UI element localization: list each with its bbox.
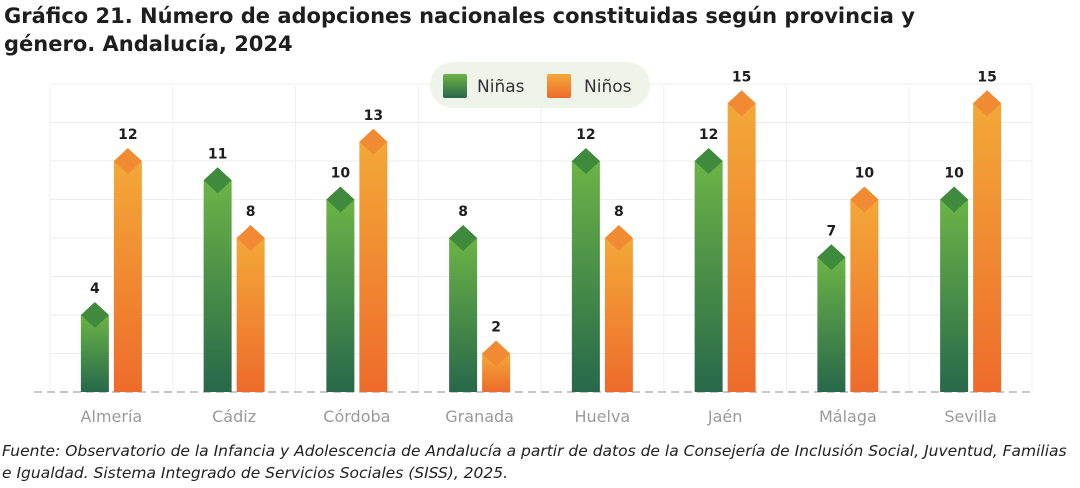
bar-cap-girls — [449, 225, 478, 251]
x-tick-label: Córdoba — [323, 407, 390, 426]
legend-label-girls: Niñas — [477, 77, 525, 97]
chart-title: Gráfico 21. Número de adopciones naciona… — [4, 4, 915, 56]
data-label-boys: 8 — [246, 204, 256, 220]
bar-cap-girls — [694, 148, 723, 174]
bar-cap-girls — [80, 302, 109, 328]
bar-boys — [850, 199, 879, 392]
bar-cap-boys — [113, 148, 142, 174]
data-label-boys: 13 — [364, 108, 383, 124]
bar-girls — [326, 199, 355, 392]
bar-cap-boys — [850, 186, 879, 213]
bar-cap-girls — [817, 244, 846, 271]
bar-cap-boys — [236, 225, 265, 251]
data-label-boys: 2 — [491, 320, 501, 336]
bar-chart: Niñas Niños 4 12 Almería 11 8 Cádiz 10 13 Córdob… — [34, 62, 1033, 426]
bar-boys — [727, 103, 756, 392]
data-label-boys: 12 — [118, 127, 137, 143]
bar-boys — [113, 161, 142, 392]
legend-swatch-boys — [547, 74, 571, 98]
data-label-girls: 7 — [827, 223, 837, 239]
data-label-girls: 8 — [458, 204, 468, 220]
bar-boys — [236, 238, 265, 392]
bar-cap-girls — [203, 167, 232, 194]
bar-girls — [449, 238, 478, 392]
data-label-girls: 10 — [944, 166, 964, 182]
legend-label-boys: Niños — [584, 77, 632, 97]
data-label-girls: 10 — [331, 166, 351, 182]
x-tick-label: Málaga — [819, 407, 877, 426]
data-label-girls: 12 — [699, 127, 718, 143]
data-label-boys: 15 — [732, 69, 751, 85]
bar-cap-girls — [571, 148, 600, 174]
legend-background — [430, 62, 650, 108]
legend-swatch-girls — [443, 74, 467, 98]
bar-cap-boys — [604, 225, 633, 251]
category-group: 12 8 Huelva — [571, 127, 633, 426]
bars: 4 12 Almería 11 8 Cádiz 10 13 Córdoba 8 2 Granada 12… — [81, 69, 1002, 426]
source-note: Fuente: Observatorio de la Infancia y Ad… — [2, 442, 1067, 482]
category-group: 7 10 Málaga — [817, 166, 879, 426]
data-label-girls: 12 — [576, 127, 595, 143]
bar-girls — [571, 161, 600, 392]
x-tick-label: Sevilla — [944, 407, 997, 426]
bar-cap-girls — [940, 186, 969, 213]
data-label-girls: 4 — [90, 281, 100, 297]
bar-cap-boys — [482, 340, 511, 367]
grid-lines — [34, 83, 1033, 393]
bar-girls — [817, 257, 846, 392]
x-tick-label: Almería — [81, 407, 143, 426]
bar-boys — [359, 141, 388, 392]
category-group: 4 12 Almería — [81, 127, 143, 426]
bar-cap-boys — [359, 128, 388, 155]
data-label-boys: 10 — [855, 166, 875, 182]
legend: Niñas Niños — [430, 62, 650, 108]
bar-boys — [973, 103, 1002, 392]
x-tick-label: Jaén — [707, 407, 743, 426]
bar-girls — [940, 199, 969, 392]
bar-boys — [604, 238, 633, 392]
bar-cap-boys — [973, 90, 1002, 117]
bar-cap-boys — [727, 90, 756, 117]
bar-girls — [694, 161, 723, 392]
data-label-boys: 8 — [614, 204, 624, 220]
x-tick-label: Cádiz — [212, 407, 256, 426]
bar-cap-girls — [326, 186, 355, 213]
category-group: 12 15 Jaén — [694, 69, 756, 426]
category-group: 8 2 Granada — [445, 204, 514, 426]
data-label-boys: 15 — [977, 69, 996, 85]
x-tick-label: Huelva — [575, 407, 631, 426]
data-label-girls: 11 — [208, 146, 227, 162]
bar-girls — [203, 180, 232, 392]
category-group: 10 13 Córdoba — [323, 108, 390, 426]
category-group: 10 15 Sevilla — [940, 69, 1002, 426]
category-group: 11 8 Cádiz — [203, 146, 265, 426]
x-tick-label: Granada — [445, 407, 514, 426]
